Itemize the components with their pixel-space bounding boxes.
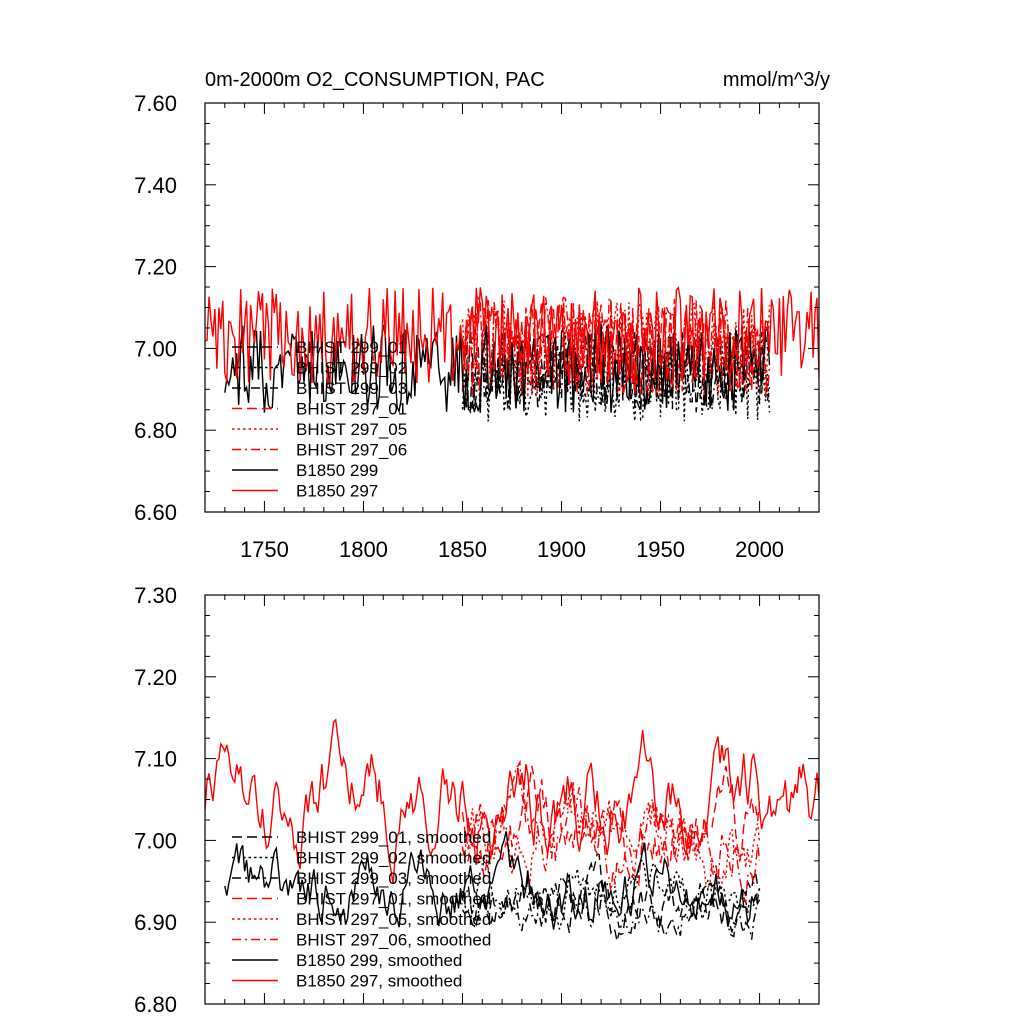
legend-label: BHIST 299_02, smoothed [296, 849, 491, 868]
legend-label: BHIST 297_06, smoothed [296, 931, 491, 950]
legend-label: BHIST 299_01 [296, 338, 407, 357]
legend-label: BHIST 297_05 [296, 420, 407, 439]
series-line-3 [461, 765, 761, 887]
legend-label: B1850 299, smoothed [296, 951, 462, 970]
bottom-panel: 6.80 6.90 7.00 7.10 7.20 7.30 BHIST 299_01, sm… [134, 583, 820, 1017]
chart-title: 0m-2000m O2_CONSUMPTION, PAC [205, 69, 545, 91]
y-tick-label: 7.40 [134, 173, 177, 198]
y-tick-label: 6.60 [134, 500, 177, 525]
x-tick-label: 2000 [735, 537, 784, 562]
y-tick-label: 7.60 [134, 91, 177, 116]
legend: BHIST 299_01, smoothed BHIST 299_02, smoo… [232, 828, 491, 991]
legend-label: BHIST 299_01, smoothed [296, 828, 491, 847]
legend-label: BHIST 299_03 [296, 379, 407, 398]
y-tick-label: 6.80 [134, 992, 177, 1017]
legend-label: BHIST 297_06 [296, 441, 407, 460]
series-line-4 [461, 300, 771, 398]
x-tick-label: 1800 [339, 537, 388, 562]
y-tick-label: 7.00 [134, 336, 177, 361]
legend-label: BHIST 299_02 [296, 359, 407, 378]
y-tick-label: 6.80 [134, 418, 177, 443]
legend-label: BHIST 299_03, smoothed [296, 869, 491, 888]
x-tick-label: 1950 [636, 537, 685, 562]
legend-label: BHIST 297_01 [296, 400, 407, 419]
x-tick-label: 1850 [438, 537, 487, 562]
legend-label: BHIST 297_05, smoothed [296, 910, 491, 929]
legend-label: B1850 299 [296, 461, 378, 480]
y-tick-label: 6.90 [134, 910, 177, 935]
y-tick-label: 7.20 [134, 255, 177, 280]
units-label: mmol/m^3/y [723, 69, 830, 91]
series-line-5 [461, 295, 771, 394]
series-line-7 [205, 718, 819, 885]
series-line-6 [224, 831, 761, 930]
series-group [205, 718, 819, 942]
y-tick-label: 7.20 [134, 665, 177, 690]
series-line-6 [224, 323, 771, 414]
series-line-7 [205, 286, 819, 388]
y-tick-label: 7.00 [134, 828, 177, 853]
x-tick-label: 1750 [240, 537, 289, 562]
legend-label: BHIST 297_01, smoothed [296, 890, 491, 909]
legend-label: B1850 297 [296, 482, 378, 501]
series-group [205, 286, 819, 422]
series-line-2 [461, 874, 761, 940]
legend-label: B1850 297, smoothed [296, 972, 462, 991]
y-tick-label: 7.10 [134, 747, 177, 772]
x-tick-label: 1900 [537, 537, 586, 562]
top-panel: 1750 1800 1850 1900 1950 2000 6.60 6.80 7.00 7.20… [134, 91, 820, 562]
y-tick-label: 7.30 [134, 583, 177, 608]
